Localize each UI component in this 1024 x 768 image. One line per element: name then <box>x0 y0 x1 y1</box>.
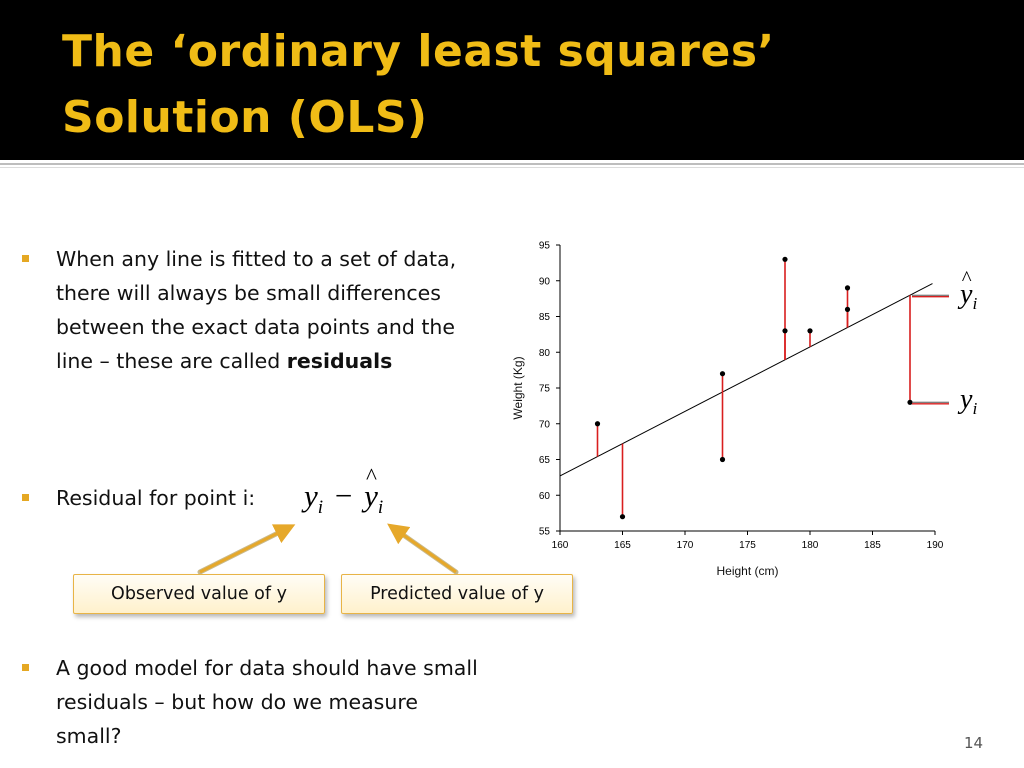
page-number: 14 <box>964 734 984 752</box>
data-point <box>594 421 601 427</box>
y-tick-label: 95 <box>539 241 551 252</box>
y-axis-label: Weight (Kg) <box>511 356 525 419</box>
y-tick-label: 65 <box>539 455 551 466</box>
bullet-1-line-4: line – these are called residuals <box>56 344 456 378</box>
data-point <box>907 399 913 405</box>
bullet-marker-3 <box>22 664 29 671</box>
observed-value-callout: Observed value of y <box>73 574 325 614</box>
bullet-1-text: When any line is fitted to a set of data… <box>56 242 456 378</box>
x-tick-label: 190 <box>927 540 944 551</box>
x-tick-label: 185 <box>864 540 881 551</box>
bullet-3-text: A good model for data should have small … <box>56 651 478 753</box>
data-point <box>844 306 851 312</box>
predicted-value-callout: Predicted value of y <box>341 574 573 614</box>
observed-value-label: yi <box>960 384 978 419</box>
bullet-marker-2 <box>22 494 29 501</box>
slide-title-line-1: The ‘ordinary least squares’ <box>62 26 775 77</box>
y-tick-label: 55 <box>539 527 551 538</box>
bullet-3-line-1: A good model for data should have small <box>56 656 478 680</box>
bullet-2-line-1: Residual for point i: <box>56 486 256 510</box>
formula-predicted-y: ^ yi <box>364 463 384 518</box>
residual-formula: yi − ^ yi <box>304 463 384 518</box>
bullet-3-line-3: small? <box>56 724 122 748</box>
x-tick-label: 170 <box>677 540 694 551</box>
fitted-value-label: ^ yi <box>960 265 978 314</box>
data-point <box>619 514 626 520</box>
bullet-1-line-3: between the exact data points and the <box>56 315 455 339</box>
x-tick-label: 165 <box>614 540 631 551</box>
y-tick-label: 75 <box>539 384 551 395</box>
fitted-regression-line <box>559 283 933 477</box>
arrow-to-observed <box>199 524 296 574</box>
data-point <box>782 328 788 334</box>
bullet-marker-1 <box>22 255 29 262</box>
formula-observed-y: yi <box>304 478 324 518</box>
y-tick-label: 80 <box>539 348 551 359</box>
x-tick-label: 175 <box>739 540 756 551</box>
y-tick-label: 60 <box>539 491 551 502</box>
data-point <box>807 328 813 334</box>
height-weight-scatter-chart: 55 60 65 70 75 80 85 90 95 160 165 170 175 180 185 190 H… <box>511 241 949 578</box>
residuals-term: residuals <box>286 349 393 373</box>
x-tick-label: 180 <box>802 540 819 551</box>
data-point <box>719 456 726 463</box>
y-tick-label: 90 <box>539 276 551 287</box>
x-tick-label: 160 <box>552 540 569 551</box>
title-bar: The ‘ordinary least squares’ Solution (O… <box>0 0 1024 160</box>
data-point <box>719 371 726 377</box>
bullet-1-line-4-text: line – these are called <box>56 349 287 373</box>
bullet-1-line-2: there will always be small differences <box>56 281 441 305</box>
data-point <box>844 285 851 291</box>
y-tick-label: 85 <box>539 312 551 323</box>
title-divider <box>0 163 1024 165</box>
y-tick-label: 70 <box>539 419 551 430</box>
formula-minus: − <box>334 478 353 513</box>
bullet-1-line-1: When any line is fitted to a set of data… <box>56 247 457 271</box>
bullet-3-line-2: residuals – but how do we measure <box>56 690 418 714</box>
x-axis-label: Height (cm) <box>716 564 778 578</box>
slide-title-line-2: Solution (OLS) <box>62 92 428 143</box>
arrow-to-predicted <box>387 523 457 574</box>
bullet-2-text: Residual for point i: <box>56 481 255 515</box>
title-divider-thin <box>0 167 1024 168</box>
data-point <box>782 256 788 262</box>
